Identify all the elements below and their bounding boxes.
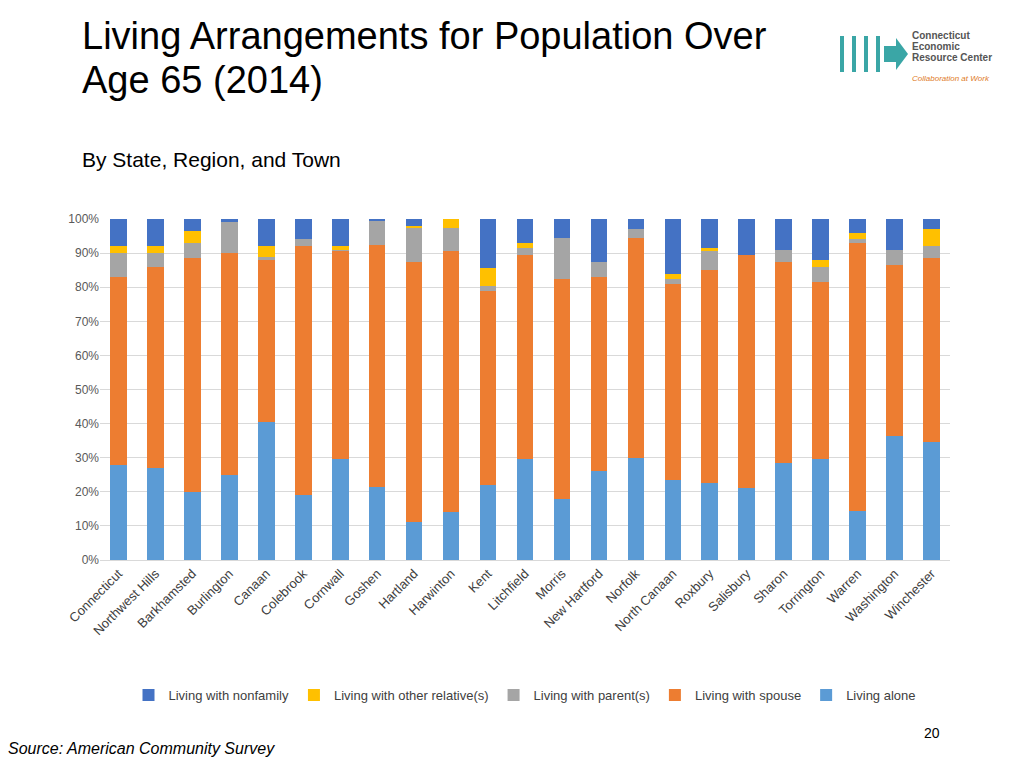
svg-text:30%: 30% bbox=[75, 451, 99, 465]
svg-text:10%: 10% bbox=[75, 519, 99, 533]
svg-text:Warren: Warren bbox=[824, 566, 864, 606]
svg-text:Connecticut: Connecticut bbox=[66, 566, 125, 625]
svg-text:Winchester: Winchester bbox=[882, 566, 939, 623]
svg-text:60%: 60% bbox=[75, 349, 99, 363]
svg-text:Morris: Morris bbox=[533, 566, 569, 602]
svg-text:Living with other relative(s): Living with other relative(s) bbox=[334, 688, 489, 703]
svg-text:Torrington: Torrington bbox=[776, 566, 827, 617]
svg-text:Sharon: Sharon bbox=[750, 566, 790, 606]
svg-text:50%: 50% bbox=[75, 383, 99, 397]
svg-text:Roxbury: Roxbury bbox=[672, 566, 717, 611]
svg-text:Hartland: Hartland bbox=[375, 566, 420, 611]
svg-text:70%: 70% bbox=[75, 315, 99, 329]
svg-text:Barkhamsted: Barkhamsted bbox=[134, 566, 199, 631]
svg-text:Living with nonfamily: Living with nonfamily bbox=[169, 688, 289, 703]
svg-text:0%: 0% bbox=[82, 553, 100, 567]
svg-text:Salisbury: Salisbury bbox=[705, 566, 754, 615]
svg-text:90%: 90% bbox=[75, 246, 99, 260]
html-text:Resource Center: Resource Center bbox=[912, 52, 992, 63]
svg-text:Colebrook: Colebrook bbox=[257, 566, 310, 619]
svg-text:Burlington: Burlington bbox=[184, 566, 236, 618]
svg-text:Living with parent(s): Living with parent(s) bbox=[534, 688, 650, 703]
svg-text:Cornwall: Cornwall bbox=[301, 566, 347, 612]
svg-text:Living alone: Living alone bbox=[846, 688, 915, 703]
svg-text:Canaan: Canaan bbox=[230, 566, 273, 609]
svg-text:Goshen: Goshen bbox=[341, 566, 384, 609]
svg-text:40%: 40% bbox=[75, 417, 99, 431]
html-text:By State, Region, and Town: By State, Region, and Town bbox=[82, 148, 341, 171]
svg-text:100%: 100% bbox=[68, 212, 99, 226]
html-text:Connecticut: Connecticut bbox=[912, 30, 970, 41]
svg-text:80%: 80% bbox=[75, 280, 99, 294]
html-text:20: 20 bbox=[924, 725, 940, 741]
svg-text:Norfolk: Norfolk bbox=[603, 566, 643, 606]
svg-text:Litchfield: Litchfield bbox=[485, 566, 532, 613]
html-text:Collaboration at Work: Collaboration at Work bbox=[912, 74, 989, 83]
html-text:Economic: Economic bbox=[912, 41, 960, 52]
svg-text:Kent: Kent bbox=[465, 566, 495, 596]
svg-text:Northwest Hills: Northwest Hills bbox=[90, 566, 162, 638]
html-text:Source: American Community Sur: Source: American Community Survey bbox=[8, 740, 275, 757]
svg-text:20%: 20% bbox=[75, 485, 99, 499]
svg-text:Washington: Washington bbox=[842, 566, 901, 625]
svg-text:New Hartford: New Hartford bbox=[541, 566, 606, 631]
svg-text:Living with spouse: Living with spouse bbox=[695, 688, 801, 703]
svg-text:Harwinton: Harwinton bbox=[406, 566, 458, 618]
svg-text:North Canaan: North Canaan bbox=[612, 566, 680, 634]
html-text:Living Arrangements for Popula: Living Arrangements for Population Over … bbox=[82, 15, 767, 101]
